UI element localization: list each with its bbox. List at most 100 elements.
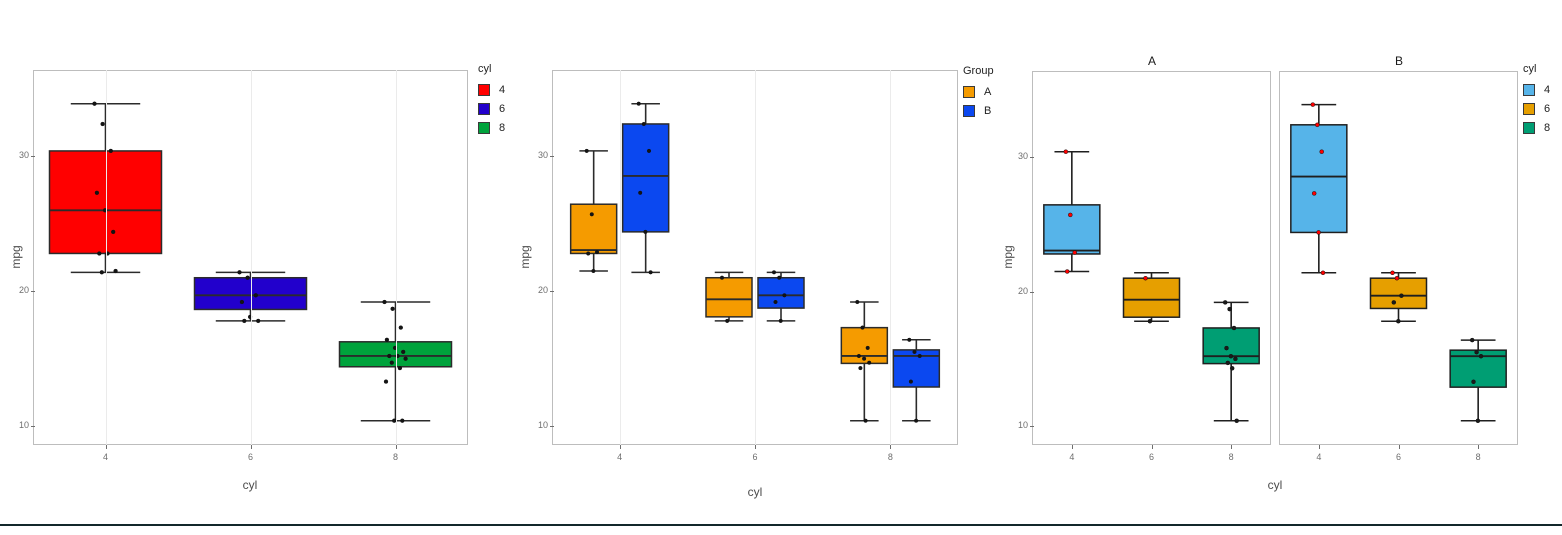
panel-1-legend-item[interactable]: 6 [478, 99, 505, 118]
panel-2-legend-item[interactable]: A [963, 82, 994, 101]
panel-1-legend-item[interactable]: 4 [478, 80, 505, 99]
boxplot-box [1369, 272, 1428, 322]
panel-3-facet-b-x-tick-mark [1318, 445, 1320, 449]
data-point [1068, 212, 1073, 218]
panel-2-legend-title: Group [963, 65, 994, 77]
panel-1-x-tick-label: 8 [392, 452, 398, 462]
data-point [1396, 318, 1401, 324]
panel-1-x-tick-mark [105, 445, 107, 449]
data-point [111, 229, 116, 235]
boxplot-box [1202, 301, 1260, 422]
legend-item-label: 8 [499, 121, 506, 134]
panel-1-x-tick-label: 6 [247, 452, 253, 462]
panel-2-y-tick-mark [550, 426, 554, 428]
data-point [1399, 293, 1404, 298]
data-point [1143, 275, 1148, 281]
panel-3-legend-title: cyl [1523, 63, 1537, 75]
facet-strip-label-b: B [1394, 54, 1403, 68]
data-point [591, 268, 596, 274]
panel-2-y-tick-label: 10 [537, 420, 548, 431]
panel-3-facet-b-x-tick-label: 6 [1395, 452, 1401, 462]
panel-2-x-tick-label: 8 [887, 452, 893, 462]
legend-key-swatch-icon [478, 121, 490, 134]
data-point [100, 121, 105, 127]
data-point [1319, 149, 1324, 154]
data-point [855, 299, 860, 305]
legend-key-swatch-icon [963, 85, 975, 98]
boxplot-box [1043, 150, 1101, 273]
panel-3-legend-item[interactable]: 8 [1523, 118, 1550, 137]
panel-2-x-axis-label: cyl [747, 485, 763, 499]
data-point [586, 251, 591, 256]
facet-strip-label-a: A [1147, 54, 1156, 68]
data-point [99, 270, 104, 275]
data-point [641, 121, 646, 127]
panel-1-y-tick-label: 10 [18, 420, 29, 431]
data-point [1233, 356, 1238, 362]
panel-3-legend-items: 4 6 8 [1523, 80, 1550, 137]
panel-1-x-tick-label: 4 [102, 452, 108, 462]
data-point [403, 356, 408, 361]
panel-2-y-tick-label: 20 [537, 285, 548, 296]
panel-3-facet-a-x-tick-label: 8 [1228, 452, 1234, 462]
data-point [401, 349, 406, 355]
data-point [390, 306, 395, 311]
panel-1-legend-item[interactable]: 8 [478, 118, 505, 137]
data-point [862, 356, 867, 361]
data-point [636, 101, 641, 106]
data-point [92, 101, 97, 106]
panel-3-y-tick-label: 20 [1017, 285, 1028, 296]
data-point [1228, 353, 1234, 359]
data-point [383, 379, 389, 384]
panel-1-legend: cyl 4 6 8 [478, 63, 505, 137]
panel-1-y-tick-mark [31, 156, 35, 158]
panel-1-x-tick-mark [250, 445, 252, 449]
data-point [1224, 345, 1229, 351]
data-point [253, 293, 258, 298]
data-point [387, 353, 392, 359]
data-point [865, 345, 870, 350]
data-point [242, 318, 247, 324]
legend-key-swatch-icon [1523, 83, 1535, 96]
panel-2-y-tick-label: 30 [537, 150, 548, 161]
data-point [1227, 306, 1232, 312]
data-point [1475, 418, 1481, 424]
data-point [1478, 353, 1484, 359]
boxplot-box [1290, 103, 1348, 274]
data-point [914, 418, 919, 423]
data-point [782, 293, 787, 298]
panel-3-y-tick-mark [1030, 291, 1034, 293]
panel-3-facet-a-x-tick-label: 6 [1148, 452, 1154, 462]
panel-3-y-tick-label: 30 [1017, 151, 1028, 162]
data-point [648, 270, 653, 275]
data-point [771, 270, 777, 275]
data-point [245, 275, 250, 280]
panel-2-legend-item[interactable]: B [963, 101, 994, 120]
data-point [912, 349, 917, 354]
data-point [1320, 270, 1326, 276]
data-point [643, 229, 648, 234]
data-point [777, 275, 782, 280]
data-point [1064, 269, 1070, 274]
panel-2-x-tick-mark [890, 445, 892, 449]
data-point [1225, 360, 1231, 366]
data-point [1310, 102, 1316, 107]
panel-3-x-axis-label: cyl [1267, 478, 1283, 492]
bottom-rule [0, 524, 1562, 526]
panel-3-legend-item[interactable]: 4 [1523, 80, 1550, 99]
data-point [398, 325, 403, 330]
data-point [856, 353, 861, 359]
panel-1-legend-items: 4 6 8 [478, 80, 505, 137]
data-point [237, 270, 242, 275]
data-point [94, 190, 100, 195]
panel-3-legend-item[interactable]: 6 [1523, 99, 1550, 118]
data-point [389, 360, 394, 365]
panel-2-y-tick-mark [550, 156, 554, 158]
data-point [867, 360, 872, 365]
panel-2-y-tick-mark [550, 291, 554, 293]
boxplot-box [705, 271, 753, 322]
